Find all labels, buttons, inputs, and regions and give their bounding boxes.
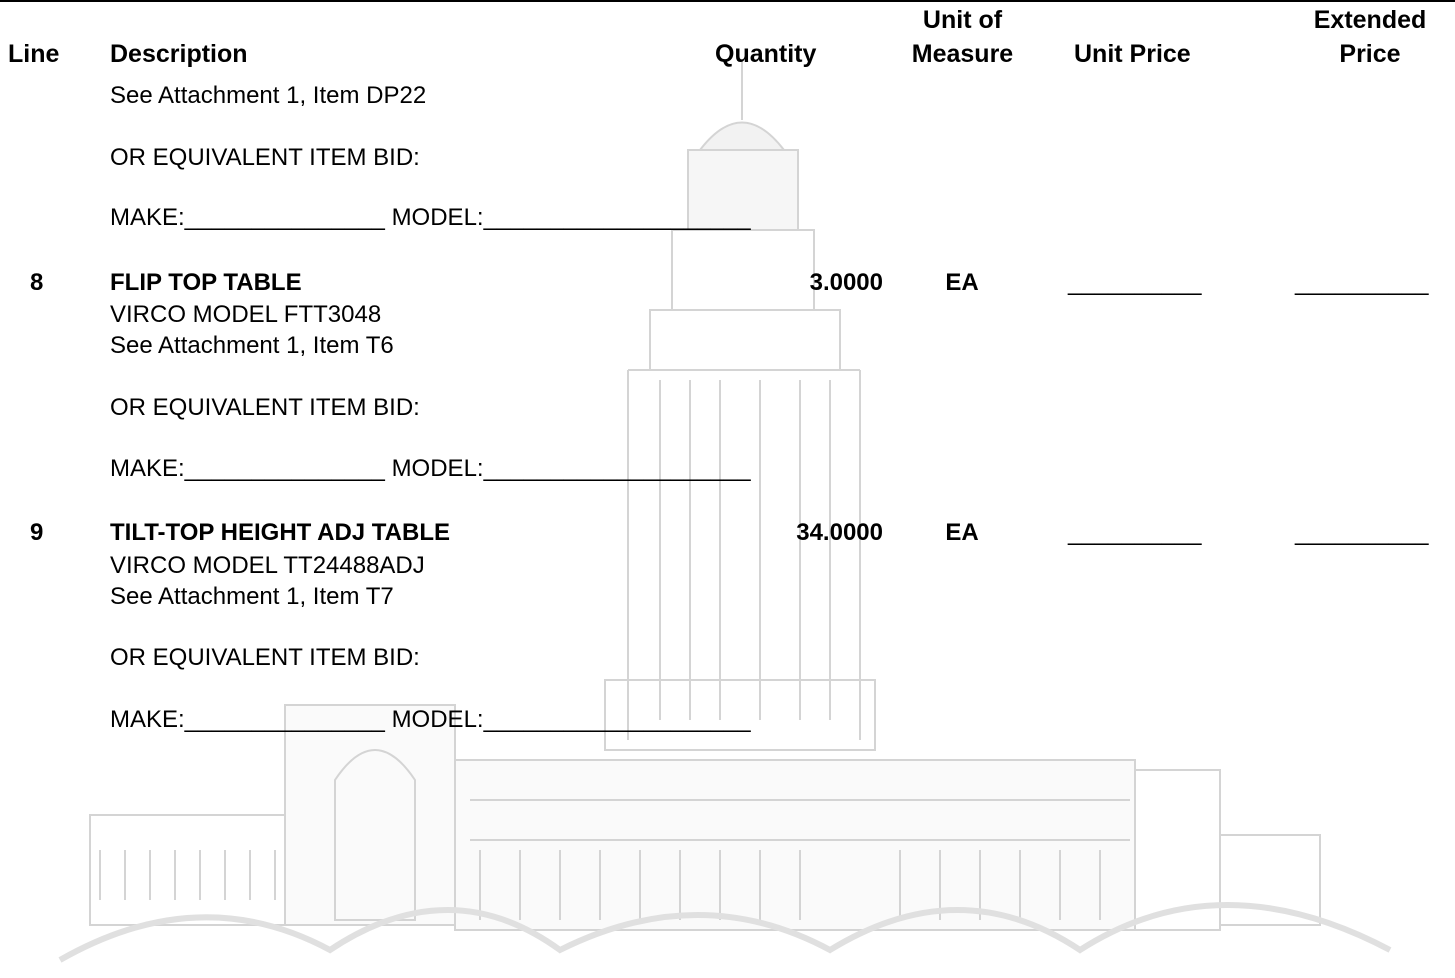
- unit-of-measure: EA: [912, 519, 1012, 547]
- unit-of-measure: EA: [912, 269, 1012, 297]
- quantity: 3.0000: [720, 269, 883, 297]
- page: {"header": {"line": "Line", "description…: [0, 0, 1455, 978]
- detail: VIRCO MODEL TT24488ADJ: [110, 552, 425, 580]
- header-description: Description: [110, 40, 248, 68]
- extended-price-blank: __________: [1295, 269, 1428, 297]
- detail: See Attachment 1, Item T6: [110, 332, 394, 360]
- line-number: 9: [30, 519, 43, 547]
- quantity: 34.0000: [720, 519, 883, 547]
- unit-price-blank: __________: [1068, 519, 1201, 547]
- extended-price-blank: __________: [1295, 519, 1428, 547]
- equivalent: OR EQUIVALENT ITEM BID:: [110, 394, 420, 422]
- header-extended-price: Extended Price: [1295, 3, 1445, 71]
- equivalent: OR EQUIVALENT ITEM BID:: [110, 144, 420, 172]
- description: FLIP TOP TABLE: [110, 269, 302, 297]
- make-model: MAKE:_______________ MODEL:_____________…: [110, 706, 751, 734]
- header-unit-of-measure: Unit of Measure: [895, 3, 1030, 71]
- unit-price-blank: __________: [1068, 269, 1201, 297]
- detail: VIRCO MODEL FTT3048: [110, 301, 381, 329]
- description: TILT-TOP HEIGHT ADJ TABLE: [110, 519, 450, 547]
- detail: See Attachment 1, Item T7: [110, 583, 394, 611]
- detail: See Attachment 1, Item DP22: [110, 82, 426, 110]
- make-model: MAKE:_______________ MODEL:_____________…: [110, 204, 751, 232]
- header-quantity: Quantity: [715, 40, 816, 68]
- equivalent: OR EQUIVALENT ITEM BID:: [110, 644, 420, 672]
- header-line: Line: [8, 40, 59, 68]
- make-model: MAKE:_______________ MODEL:_____________…: [110, 455, 751, 483]
- header-unit-price: Unit Price: [1074, 40, 1191, 68]
- line-number: 8: [30, 269, 43, 297]
